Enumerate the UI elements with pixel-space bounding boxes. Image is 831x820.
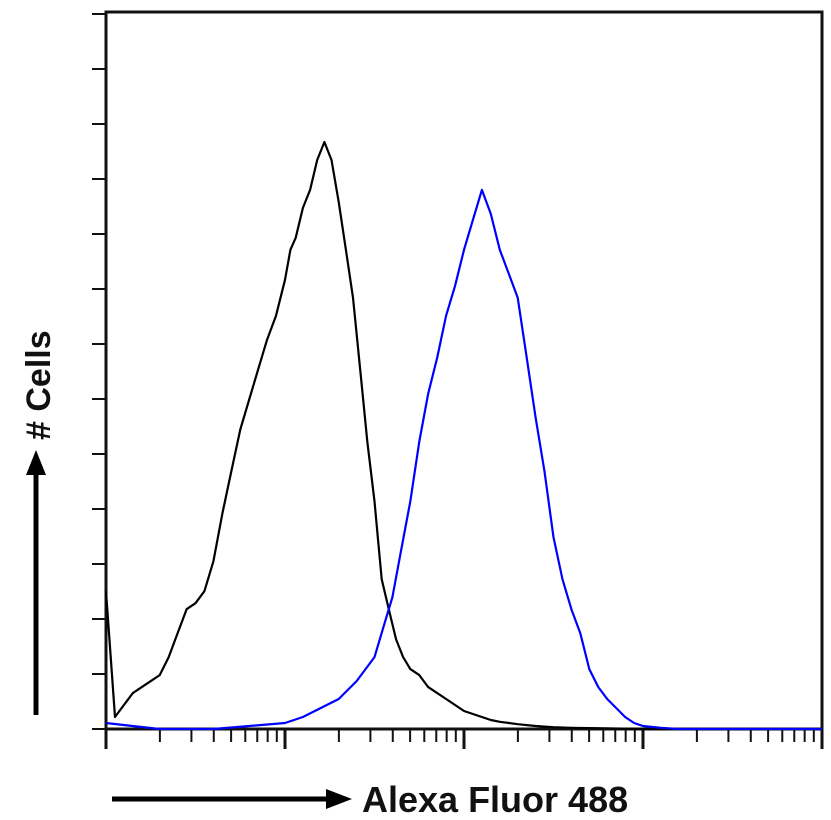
histogram-curves xyxy=(104,140,822,731)
series-line-2 xyxy=(105,188,822,731)
y-axis-ticks xyxy=(92,13,106,730)
plot-frame xyxy=(104,10,824,731)
y-axis-label: # Cells xyxy=(20,330,58,440)
series-line-1 xyxy=(104,140,822,731)
x-axis-label: Alexa Fluor 488 xyxy=(362,779,628,820)
y-axis-arrowhead xyxy=(26,450,46,475)
x-axis-arrowhead xyxy=(326,789,352,809)
x-axis-ticks xyxy=(104,729,824,749)
